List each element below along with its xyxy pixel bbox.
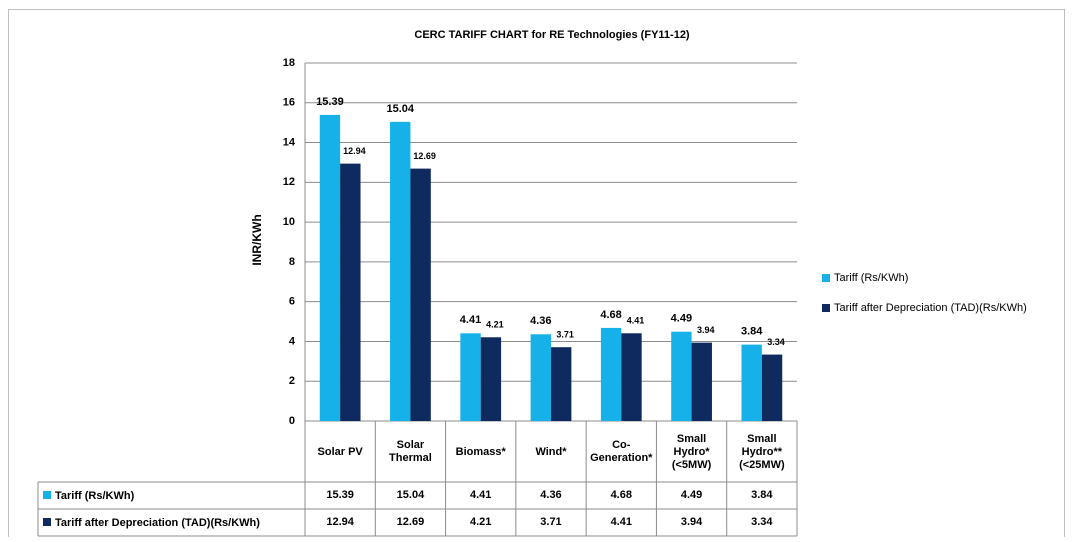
x-tick-label: Wind* (535, 445, 567, 458)
bar (621, 333, 642, 421)
x-tick-label-box: Small Hydro** (<25MW) (739, 432, 785, 471)
table-value-box: 4.36 (540, 489, 562, 501)
y-tick-label: 6 (289, 296, 295, 308)
bar (410, 168, 431, 421)
bar (551, 347, 572, 421)
table-value: 15.04 (396, 489, 425, 501)
bar (741, 344, 762, 421)
table-value: 4.36 (540, 489, 562, 501)
table-value: 3.84 (751, 489, 773, 501)
table-value: 4.21 (469, 516, 492, 528)
table-value-box: 3.84 (751, 489, 773, 501)
data-label: 3.84 (741, 326, 763, 338)
legend-label: Tariff (Rs/KWh) (834, 272, 908, 284)
table-series-name: Tariff (Rs/KWh) (55, 490, 135, 502)
data-label: 12.94 (343, 146, 366, 156)
data-label: 4.49 (671, 313, 692, 325)
y-tick-label: 8 (289, 256, 295, 268)
y-tick-label: 14 (283, 136, 296, 148)
table-value: 12.69 (396, 516, 425, 528)
data-label: 3.34 (767, 337, 785, 347)
bar (319, 114, 341, 421)
table-value-box: 4.49 (680, 489, 703, 501)
data-label: 3.94 (697, 325, 715, 335)
table-value: 3.71 (540, 516, 562, 528)
x-tick-label-box: Co-Generation* (590, 439, 653, 464)
table-value: 4.49 (680, 489, 703, 501)
x-tick-label: Small Hydro* (<5MW) (671, 432, 712, 471)
table-value: 4.68 (610, 489, 632, 501)
bar (460, 333, 481, 421)
x-tick-label-box: Solar PV (317, 445, 363, 458)
y-tick-label: 0 (289, 415, 295, 427)
chart-border (8, 9, 1065, 542)
data-label: 4.41 (460, 314, 481, 326)
data-label: 4.41 (627, 316, 645, 326)
table-value: 4.41 (469, 489, 492, 501)
x-tick-label: Small Hydro** (<25MW) (739, 432, 785, 471)
data-label: 15.39 (316, 96, 344, 108)
y-tick-label: 12 (283, 176, 295, 188)
chart-title: CERC TARIFF CHART for RE Technologies (F… (414, 29, 690, 41)
x-tick-label-box: Wind* (535, 445, 567, 458)
table-legend-key (43, 491, 51, 499)
table-value-box: 4.41 (610, 516, 632, 528)
x-tick-label: Biomass* (455, 445, 506, 458)
bar (671, 331, 692, 421)
bar (761, 354, 783, 421)
table-value: 15.39 (326, 489, 354, 501)
y-tick-label: 18 (283, 57, 295, 69)
legend-key (822, 304, 830, 312)
table-value-box: 15.04 (396, 489, 425, 501)
data-label: 3.71 (556, 330, 574, 340)
x-tick-label: Solar PV (317, 445, 363, 458)
table-value-box: 3.71 (540, 516, 562, 528)
bar (340, 163, 361, 422)
data-label: 4.36 (530, 315, 551, 327)
x-tick-label-box: Biomass* (455, 445, 506, 458)
bar (390, 121, 411, 422)
y-axis-title: INR/KWh (250, 214, 264, 265)
y-tick-label: 4 (289, 335, 296, 347)
table-value-box: 4.41 (469, 489, 492, 501)
x-tick-label: Co-Generation* (590, 439, 653, 464)
table-value: 4.41 (610, 516, 632, 528)
y-tick-label: 10 (283, 216, 295, 228)
data-label: 4.68 (600, 309, 621, 321)
table-value-box: 3.34 (751, 516, 773, 528)
table-value-box: 4.21 (469, 516, 492, 528)
data-label: 4.21 (486, 320, 504, 330)
table-value: 12.94 (326, 516, 354, 528)
table-value-box: 12.69 (396, 516, 425, 528)
legend-key (822, 274, 830, 282)
table-value-box: 4.68 (610, 489, 632, 501)
bar (480, 337, 502, 421)
data-label: 15.04 (386, 103, 414, 115)
y-tick-label: 2 (289, 375, 295, 387)
y-tick-label: 16 (283, 97, 295, 109)
table-value-box: 15.39 (326, 489, 354, 501)
legend-label: Tariff after Depreciation (TAD)(Rs/KWh) (834, 302, 1027, 314)
x-tick-label: Solar Thermal (389, 439, 432, 464)
table-value: 3.94 (680, 516, 703, 528)
table-value: 3.34 (751, 516, 773, 528)
bar (530, 334, 551, 421)
table-value-box: 12.94 (326, 516, 354, 528)
table-value-box: 3.94 (680, 516, 703, 528)
x-tick-label-box: Small Hydro* (<5MW) (671, 432, 712, 471)
table-series-name: Tariff after Depreciation (TAD)(Rs/KWh) (55, 517, 260, 529)
table-legend-key (43, 518, 51, 526)
bar (600, 327, 622, 421)
bar (691, 342, 712, 421)
data-label: 12.69 (413, 151, 436, 161)
x-tick-label-box: Solar Thermal (389, 439, 432, 464)
